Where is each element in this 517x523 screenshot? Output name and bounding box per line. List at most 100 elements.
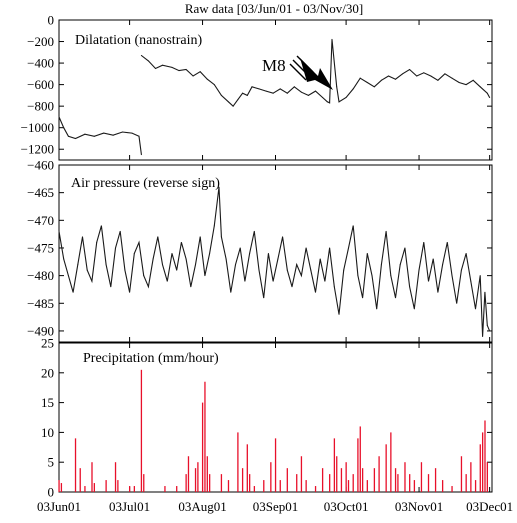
series-point [310, 269, 312, 271]
series-point [154, 67, 156, 69]
series-point [192, 75, 194, 77]
precipitation-bar [84, 486, 86, 492]
x-tick-label: 03Aug01 [178, 499, 226, 514]
series-point [402, 73, 404, 75]
series-point [366, 81, 368, 83]
series-point [185, 258, 187, 260]
series-point [296, 264, 298, 266]
series-point [105, 264, 107, 266]
air-pressure-panel-title: Air pressure (reverse sign) [71, 176, 220, 191]
series-point [376, 308, 378, 310]
series-point [124, 269, 126, 271]
series-point [293, 86, 295, 88]
precipitation-bar [143, 474, 145, 492]
series-point [178, 70, 180, 72]
precipitation-bar [117, 480, 119, 492]
series-point [451, 275, 453, 277]
y-tick-label: −475 [27, 240, 54, 255]
precipitation-bar [220, 474, 223, 492]
series-point [272, 280, 274, 282]
panel-frame [58, 164, 493, 343]
panel-3: 0 5 10 15 20 25 [41, 336, 493, 500]
series-point [345, 97, 347, 99]
series-point [227, 101, 229, 103]
panel-2: −460 −465 −470 −475 −480 −485 −490 [27, 158, 493, 343]
series-point [486, 324, 488, 326]
series-point [423, 241, 425, 243]
series-point [72, 291, 74, 293]
precipitation-bar [140, 369, 143, 492]
series-point [171, 66, 173, 68]
series-point [84, 133, 86, 135]
precipitation-bar [385, 444, 387, 492]
series-point [138, 241, 140, 243]
series-point [86, 269, 88, 271]
series-point [225, 258, 227, 260]
series-point [166, 280, 168, 282]
x-tick-label: 03Jul01 [109, 499, 150, 514]
precipitation-bar [427, 474, 430, 492]
dilatation-panel-title: Dilatation (nanostrain) [75, 33, 202, 48]
series-point [190, 286, 192, 288]
precipitation-bar [420, 462, 423, 492]
series-point [300, 91, 302, 93]
series-point [315, 90, 317, 92]
precipitation-bar [441, 480, 444, 492]
series-point [263, 297, 265, 299]
series-point [232, 105, 234, 107]
series-point [58, 116, 60, 118]
precipitation-bar [359, 426, 361, 492]
x-tick-label: 03Oct01 [324, 499, 369, 514]
series-point [404, 247, 406, 249]
y-tick-label: −460 [27, 158, 54, 173]
series-point [484, 291, 486, 293]
precipitation-bar [194, 468, 197, 492]
precipitation-bar [404, 462, 406, 492]
precipitation-bar [58, 480, 60, 492]
y-tick-label: −490 [27, 323, 54, 338]
series-point [437, 79, 439, 81]
y-tick-label: −465 [27, 185, 54, 200]
series-point [442, 264, 444, 266]
precipitation-bar [336, 456, 338, 492]
series-point [93, 135, 95, 137]
precipitation-bar [185, 474, 187, 492]
series-point [129, 291, 131, 293]
x-tick-label: 03Sep01 [253, 499, 299, 514]
precipitation-bar [333, 438, 336, 492]
precipitation-bar [74, 438, 77, 492]
series-point [267, 253, 269, 254]
precipitation-bar [79, 468, 81, 492]
y-tick-label: −600 [27, 77, 54, 92]
precipitation-bar [413, 480, 416, 492]
series-point [140, 154, 142, 156]
series-point [423, 72, 425, 74]
series-point [199, 71, 201, 73]
precipitation-bar [270, 462, 272, 492]
y-tick-label: −470 [27, 213, 54, 228]
series-point [209, 253, 211, 254]
precipitation-bar [352, 474, 354, 492]
series-point [206, 78, 208, 80]
y-tick-label: −200 [27, 34, 54, 49]
series-point [213, 84, 215, 86]
y-tick-label: −485 [27, 296, 54, 311]
series-point [63, 127, 65, 129]
series-point [373, 86, 375, 88]
series-point [418, 269, 420, 271]
series-point [432, 258, 434, 260]
series-point [67, 275, 69, 277]
series-point [416, 75, 418, 77]
precipitation-bar [479, 444, 481, 492]
series-point [77, 264, 79, 266]
precipitation-bar [201, 402, 204, 492]
precipitation-bar [340, 468, 343, 492]
series-point [486, 92, 488, 94]
precipitation-bar [105, 480, 107, 492]
x-tick-label: 03Dec01 [466, 499, 513, 514]
precipitation-bar [465, 474, 467, 492]
series-point [258, 269, 260, 271]
series-point [387, 75, 389, 77]
series-point [331, 38, 333, 40]
